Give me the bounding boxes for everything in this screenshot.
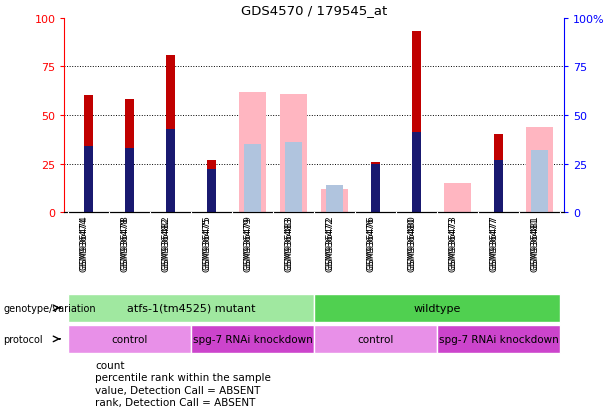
Text: GSM936479: GSM936479 xyxy=(244,216,253,271)
Text: protocol: protocol xyxy=(3,334,43,344)
Text: GSM936475: GSM936475 xyxy=(203,216,211,271)
Bar xyxy=(314,294,560,323)
Bar xyxy=(314,325,437,354)
Bar xyxy=(412,32,421,213)
Text: GSM936477: GSM936477 xyxy=(489,215,498,270)
Text: GSM936480: GSM936480 xyxy=(408,215,417,270)
Text: value, Detection Call = ABSENT: value, Detection Call = ABSENT xyxy=(95,385,261,395)
Text: wildtype: wildtype xyxy=(413,303,461,313)
Bar xyxy=(371,162,380,213)
Text: GSM936478: GSM936478 xyxy=(121,216,130,271)
Text: atfs-1(tm4525) mutant: atfs-1(tm4525) mutant xyxy=(127,303,256,313)
Bar xyxy=(69,294,314,323)
Bar xyxy=(207,170,216,213)
Text: GSM936483: GSM936483 xyxy=(284,215,294,270)
Text: count: count xyxy=(95,360,124,370)
Bar xyxy=(326,185,343,213)
Text: GSM936482: GSM936482 xyxy=(162,216,171,271)
Text: GSM936475: GSM936475 xyxy=(203,215,211,270)
Bar xyxy=(85,96,93,213)
Text: GSM936474: GSM936474 xyxy=(80,216,89,271)
Text: GSM936482: GSM936482 xyxy=(162,215,171,270)
Bar xyxy=(166,129,175,213)
Text: GSM936481: GSM936481 xyxy=(530,216,539,271)
Text: GSM936479: GSM936479 xyxy=(244,215,253,270)
Text: spg-7 RNAi knockdown: spg-7 RNAi knockdown xyxy=(438,334,558,344)
Text: spg-7 RNAi knockdown: spg-7 RNAi knockdown xyxy=(193,334,313,344)
Text: genotype/variation: genotype/variation xyxy=(3,303,96,313)
Bar xyxy=(494,160,503,213)
Bar xyxy=(321,190,348,213)
Bar xyxy=(126,149,134,213)
Bar xyxy=(191,325,314,354)
Bar xyxy=(85,147,93,213)
Bar xyxy=(412,133,421,213)
Text: GSM936478: GSM936478 xyxy=(121,215,130,270)
Title: GDS4570 / 179545_at: GDS4570 / 179545_at xyxy=(241,5,387,17)
Bar xyxy=(126,100,134,213)
Bar xyxy=(494,135,503,213)
Bar xyxy=(437,325,560,354)
Text: GSM936483: GSM936483 xyxy=(284,216,294,271)
Bar xyxy=(244,145,261,213)
Bar xyxy=(531,151,548,213)
Text: control: control xyxy=(112,334,148,344)
Bar xyxy=(207,160,216,213)
Text: GSM936472: GSM936472 xyxy=(326,215,335,270)
Text: GSM936474: GSM936474 xyxy=(80,215,89,270)
Text: control: control xyxy=(357,334,394,344)
Text: GSM936481: GSM936481 xyxy=(530,215,539,270)
Text: GSM936480: GSM936480 xyxy=(408,216,417,271)
Bar xyxy=(371,164,380,213)
Text: GSM936473: GSM936473 xyxy=(449,216,457,271)
Text: percentile rank within the sample: percentile rank within the sample xyxy=(95,373,271,382)
Bar xyxy=(526,127,553,213)
Text: GSM936473: GSM936473 xyxy=(449,215,457,270)
Text: rank, Detection Call = ABSENT: rank, Detection Call = ABSENT xyxy=(95,397,256,407)
Bar xyxy=(280,94,307,213)
Text: GSM936472: GSM936472 xyxy=(326,216,335,271)
Bar xyxy=(69,325,191,354)
Bar xyxy=(240,93,266,213)
Text: GSM936476: GSM936476 xyxy=(367,216,376,271)
Bar xyxy=(285,143,302,213)
Text: GSM936476: GSM936476 xyxy=(367,215,376,270)
Text: GSM936477: GSM936477 xyxy=(489,216,498,271)
Bar xyxy=(444,183,471,213)
Bar xyxy=(166,55,175,213)
